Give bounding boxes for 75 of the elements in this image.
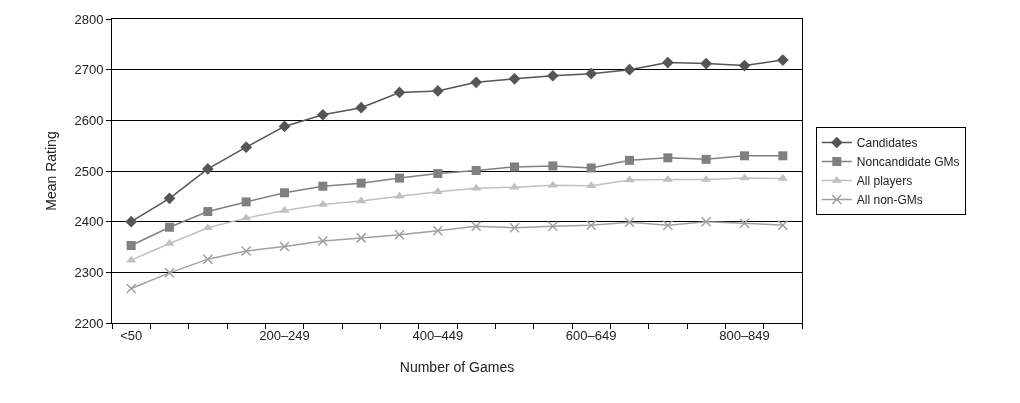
point — [431, 85, 444, 97]
point — [585, 67, 598, 80]
point — [624, 216, 635, 228]
point — [318, 181, 328, 191]
point — [509, 222, 520, 233]
point — [470, 76, 483, 89]
point — [164, 267, 175, 279]
x-tick-label: 800–849 — [719, 327, 770, 343]
legend-label: All non-GMs — [856, 193, 923, 208]
x-tick-label: 200–249 — [259, 327, 310, 343]
legend-label: Noncandidate GMs — [856, 155, 960, 170]
point — [432, 225, 444, 237]
point — [355, 232, 367, 244]
point — [240, 245, 252, 257]
point — [701, 154, 711, 164]
point — [662, 219, 674, 231]
x-tick-label: 600–649 — [565, 327, 617, 343]
point — [355, 101, 368, 114]
point — [163, 192, 176, 205]
y-tick-label: 2500 — [74, 163, 104, 179]
point — [778, 151, 788, 161]
x-tick-label: <50 — [120, 327, 143, 343]
point — [280, 188, 289, 198]
point — [356, 178, 366, 188]
point — [738, 59, 751, 72]
point — [241, 197, 251, 207]
legend-label: All players — [856, 174, 913, 189]
point — [395, 173, 404, 183]
point — [394, 229, 405, 241]
point — [777, 219, 789, 231]
point — [165, 222, 174, 232]
y-tick-label: 2200 — [74, 315, 104, 331]
point — [433, 169, 443, 179]
y-tick-label: 2700 — [74, 62, 104, 78]
point — [623, 63, 636, 76]
point — [546, 69, 559, 82]
point — [164, 238, 175, 246]
y-tick-label: 2800 — [74, 11, 104, 27]
legend-label: Candidates — [856, 136, 918, 151]
point — [125, 283, 137, 294]
point — [278, 120, 291, 133]
point — [547, 220, 559, 232]
y-tick-label: 2300 — [74, 264, 104, 280]
point — [471, 165, 481, 175]
point — [316, 108, 329, 121]
point — [240, 141, 253, 154]
point — [201, 163, 214, 175]
point — [625, 155, 634, 165]
point — [663, 153, 673, 163]
point — [585, 219, 597, 231]
point — [661, 56, 674, 69]
point — [125, 215, 138, 228]
point — [202, 253, 214, 265]
point — [700, 216, 712, 227]
point — [470, 220, 482, 232]
point — [508, 72, 521, 85]
y-tick-label: 2600 — [74, 112, 104, 128]
x-tick-label: 400–449 — [412, 327, 464, 343]
point — [548, 161, 558, 171]
point — [203, 207, 213, 217]
point — [279, 241, 290, 252]
point — [739, 173, 750, 181]
point — [317, 235, 329, 247]
point — [394, 191, 405, 199]
point — [126, 240, 136, 250]
y-axis-title: Mean Rating — [43, 131, 60, 211]
x-axis-title: Number of Games — [399, 358, 515, 375]
point — [510, 162, 519, 172]
point — [740, 151, 749, 161]
point — [586, 163, 596, 173]
y-tick-label: 2400 — [74, 214, 104, 230]
point — [739, 217, 750, 229]
point — [700, 57, 713, 70]
point — [776, 54, 789, 66]
point — [393, 86, 406, 99]
